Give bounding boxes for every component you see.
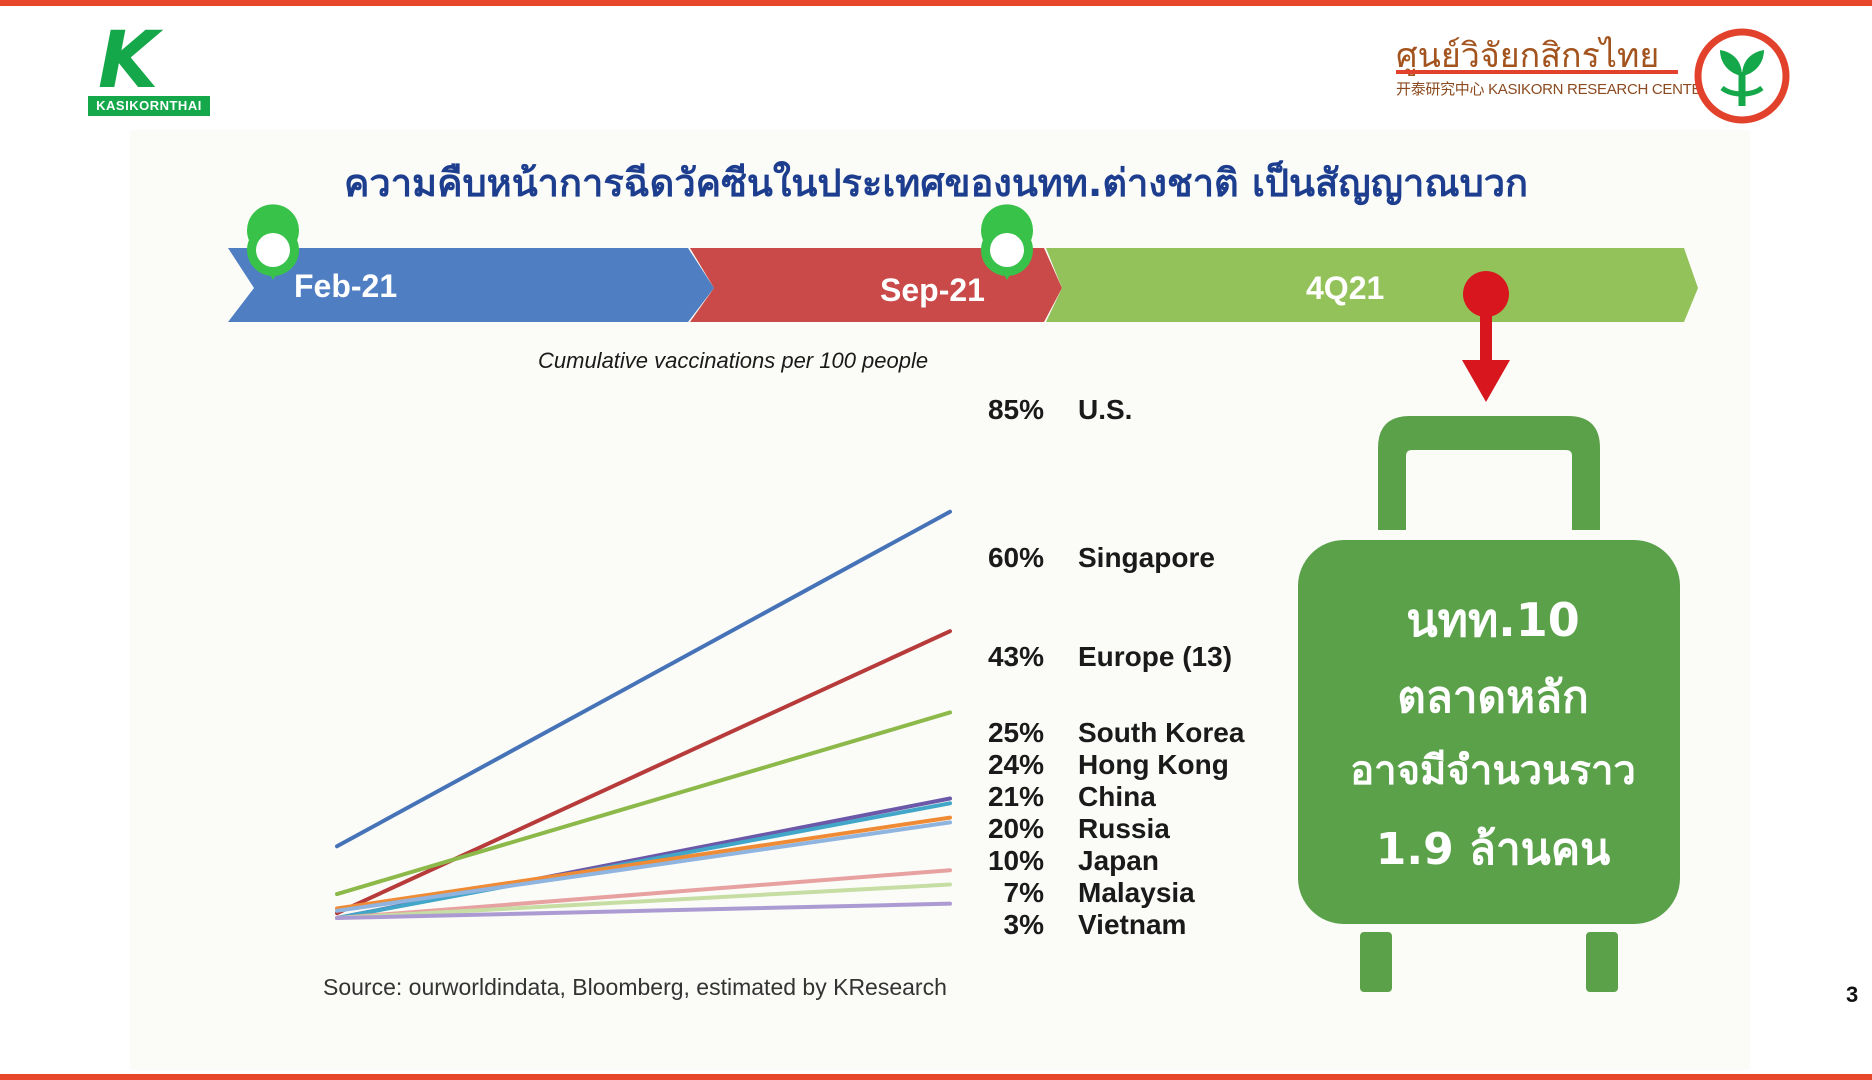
series-name-label-3: South Korea <box>1078 717 1245 748</box>
kasikornthai-logo-text: KASIKORNTHAI <box>88 96 210 116</box>
timeline-segment-4q21 <box>1046 248 1698 322</box>
series-value-label-7: 10% <box>987 845 1044 876</box>
timeline-label-4q21: 4Q21 <box>1306 270 1385 306</box>
series-name-label-5: China <box>1078 781 1156 812</box>
timeline-marker-sep21-icon <box>981 204 1033 280</box>
series-value-label-1: 60% <box>987 542 1044 573</box>
series-line-5 <box>335 815 952 911</box>
series-line-6 <box>335 820 952 913</box>
series-line-7 <box>335 868 952 920</box>
kresearch-logo-underline <box>1396 70 1678 74</box>
series-value-label-9: 3% <box>1003 909 1044 940</box>
series-line-2 <box>335 710 952 897</box>
timeline-band <box>228 204 1698 322</box>
chart-source-note: Source: ourworldindata, Bloomberg, estim… <box>323 974 947 1000</box>
kasikornthai-logo: K KASIKORNTHAI <box>88 16 210 118</box>
kresearch-logo: ศูนย์วิจัยกสิกรไทย 开泰研究中心 KASIKORN RESEA… <box>1390 28 1790 124</box>
top-accent-bar <box>0 0 1872 6</box>
series-value-label-3: 25% <box>987 717 1044 748</box>
series-line-8 <box>335 882 952 920</box>
timeline-label-feb21: Feb-21 <box>294 268 398 304</box>
series-value-label-6: 20% <box>987 813 1044 844</box>
chart-subtitle: Cumulative vaccinations per 100 people <box>538 348 929 373</box>
bottom-accent-bar <box>0 1074 1872 1080</box>
page-number: 3 <box>1846 982 1859 1007</box>
series-name-label-4: Hong Kong <box>1078 749 1229 780</box>
series-name-label-9: Vietnam <box>1078 909 1187 940</box>
suitcase-line-2: ตลาดหลัก <box>1397 672 1589 723</box>
series-value-label-5: 21% <box>987 781 1044 812</box>
series-name-label-8: Malaysia <box>1078 877 1195 908</box>
series-name-label-1: Singapore <box>1078 542 1215 573</box>
series-name-label-2: Europe (13) <box>1078 641 1233 672</box>
timeline-marker-feb21-icon <box>247 204 299 280</box>
series-value-label-2: 43% <box>987 641 1044 672</box>
series-line-1 <box>335 629 952 916</box>
series-line-0 <box>335 509 952 849</box>
kbank-seal-icon <box>1694 28 1790 124</box>
timeline-segment-feb21 <box>228 248 714 322</box>
red-pin-arrow-icon <box>1462 271 1510 402</box>
series-value-label-8: 7% <box>1003 877 1044 908</box>
kasikornthai-logo-letter: K <box>98 16 159 106</box>
timeline-segment-sep21 <box>690 248 1062 322</box>
suitcase-line-1: นทท.10 <box>1406 593 1580 647</box>
series-name-label-7: Japan <box>1078 845 1159 876</box>
series-name-label-6: Russia <box>1078 813 1170 844</box>
suitcase-line-3: อาจมีจำนวนราว <box>1350 748 1636 794</box>
series-line-4 <box>335 801 952 920</box>
series-value-label-0: 85% <box>987 394 1044 425</box>
suitcase-line-4: 1.9 ล้านคน <box>1375 824 1611 875</box>
kresearch-logo-english: 开泰研究中心 KASIKORN RESEARCH CENTER <box>1396 81 1712 98</box>
kresearch-logo-thai: ศูนย์วิจัยกสิกรไทย <box>1396 36 1660 76</box>
series-name-label-0: U.S. <box>1078 394 1133 425</box>
timeline-label-sep21: Sep-21 <box>880 272 985 308</box>
series-value-label-4: 24% <box>987 749 1044 780</box>
series-line-9 <box>335 901 952 920</box>
page-title: ความคืบหน้าการฉีดวัคซีนในประเทศของนทท.ต่… <box>343 161 1529 205</box>
